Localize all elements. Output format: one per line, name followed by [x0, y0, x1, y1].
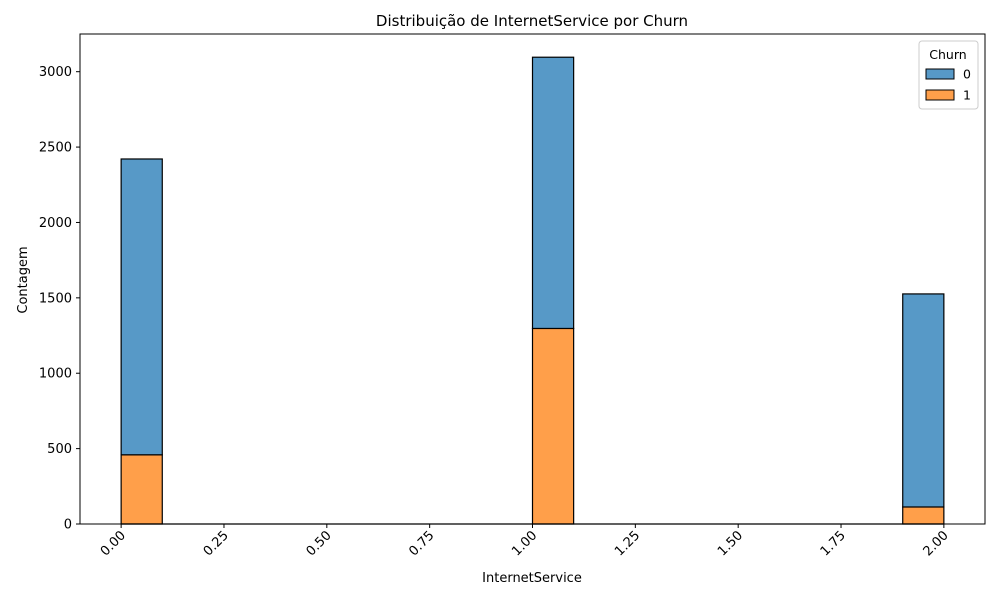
bar-churn-0-bin-0: [120, 158, 163, 456]
x-tick-label: 0.75: [406, 528, 437, 559]
legend: Churn 0 1: [918, 40, 979, 110]
x-tick-label: 0.00: [98, 528, 129, 559]
legend-swatch-0: [925, 68, 955, 80]
legend-label-0: 0: [963, 67, 971, 82]
bar-churn-0-bin-2: [902, 293, 945, 508]
bar-churn-1-bin-1: [531, 327, 575, 525]
chart-title: Distribuição de InternetService por Chur…: [376, 12, 688, 30]
y-tick-label: 2500: [39, 141, 72, 156]
y-tick-label: 500: [47, 442, 72, 457]
y-tick-label: 3000: [39, 65, 72, 80]
x-tick-label: 1.75: [818, 528, 849, 559]
x-tick-label: 0.25: [201, 528, 232, 559]
y-tick-label: 1500: [39, 291, 72, 306]
x-tick-label: 1.50: [715, 528, 746, 559]
x-tick-label: 1.25: [612, 528, 643, 559]
y-tick-label: 2000: [39, 216, 72, 231]
y-tick-label: 0: [64, 518, 72, 533]
x-tick-label: 0.50: [304, 528, 335, 559]
bar-churn-1-bin-2: [902, 506, 945, 525]
y-tick-label: 1000: [39, 367, 72, 382]
legend-swatch-1: [925, 89, 955, 101]
legend-label-1: 1: [963, 88, 971, 103]
bar-churn-1-bin-0: [120, 454, 163, 525]
bar-churn-0-bin-1: [531, 56, 575, 330]
plot-area: 0.00 0.25 0.50 0.75 1.00 1.25 1.50 1.75 2.00 0 500…: [39, 33, 986, 559]
x-tick-label: 2.00: [921, 528, 952, 559]
x-tick-label: 1.00: [509, 528, 540, 559]
legend-title: Churn: [929, 47, 966, 62]
x-axis-label: InternetService: [482, 571, 582, 586]
y-axis-label: Contagem: [16, 246, 31, 313]
